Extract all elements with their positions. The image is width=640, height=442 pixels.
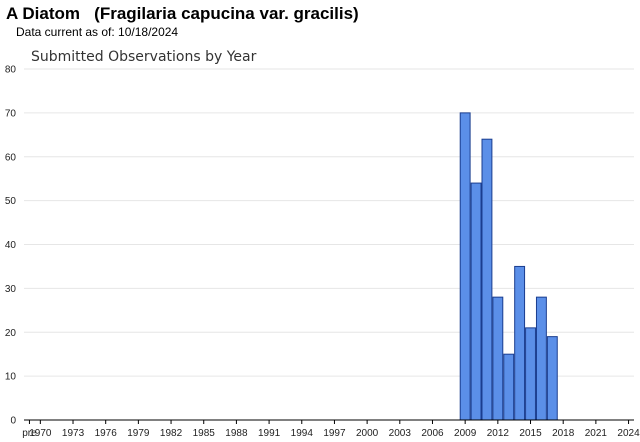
bar-2015 — [525, 327, 536, 421]
x-tick-label: 2009 — [454, 428, 477, 439]
x-tick-label: 1982 — [160, 428, 183, 439]
axes — [24, 419, 634, 424]
x-tick-label: 2012 — [487, 428, 510, 439]
x-tick-label: pre — [22, 428, 37, 439]
y-tick-label: 80 — [5, 65, 17, 76]
chart-title: Submitted Observations by Year — [31, 49, 257, 65]
bar-2009 — [459, 112, 471, 421]
y-tick-label: 40 — [5, 240, 17, 251]
x-tick-label: 1979 — [127, 428, 150, 439]
x-tick-label: 1994 — [291, 428, 314, 439]
y-tick-label: 70 — [5, 108, 17, 119]
x-tick-label: 1988 — [225, 428, 248, 439]
bar-2017 — [546, 336, 558, 421]
bar-2011 — [481, 138, 493, 421]
y-tick-label: 60 — [5, 152, 17, 163]
x-tick-label: 2015 — [519, 428, 542, 439]
bar-2013 — [503, 353, 515, 421]
bar-2012 — [492, 296, 504, 421]
y-tick-label: 10 — [5, 372, 17, 383]
x-tick-label: 1973 — [62, 428, 85, 439]
x-tick-label: 2000 — [356, 428, 379, 439]
x-tick-label: 1991 — [258, 428, 281, 439]
x-tick-label: 2024 — [617, 428, 640, 439]
x-tick-label: 1970 — [29, 428, 52, 439]
y-tick-label: 0 — [10, 416, 16, 427]
bar-2010 — [470, 182, 482, 421]
bar-2016 — [535, 296, 547, 421]
x-tick-label: 2018 — [552, 428, 575, 439]
y-tick-label: 30 — [5, 284, 17, 295]
x-tick-label: 1985 — [193, 428, 216, 439]
page-title: A Diatom (Fragilaria capucina var. graci… — [6, 4, 359, 23]
y-tick-labels: 0 10 20 30 40 50 60 70 80 — [5, 65, 17, 427]
data-current-label: Data current as of: 10/18/2024 — [16, 25, 179, 39]
x-tick-label: 2006 — [421, 428, 444, 439]
x-tick-label: 1997 — [323, 428, 346, 439]
bar-2014 — [514, 265, 526, 421]
y-tick-label: 50 — [5, 196, 17, 207]
x-tick-label: 2021 — [585, 428, 608, 439]
y-tick-label: 20 — [5, 328, 17, 339]
x-tick-label: 1976 — [95, 428, 118, 439]
x-tick-label: 2003 — [389, 428, 412, 439]
bars — [459, 112, 558, 421]
